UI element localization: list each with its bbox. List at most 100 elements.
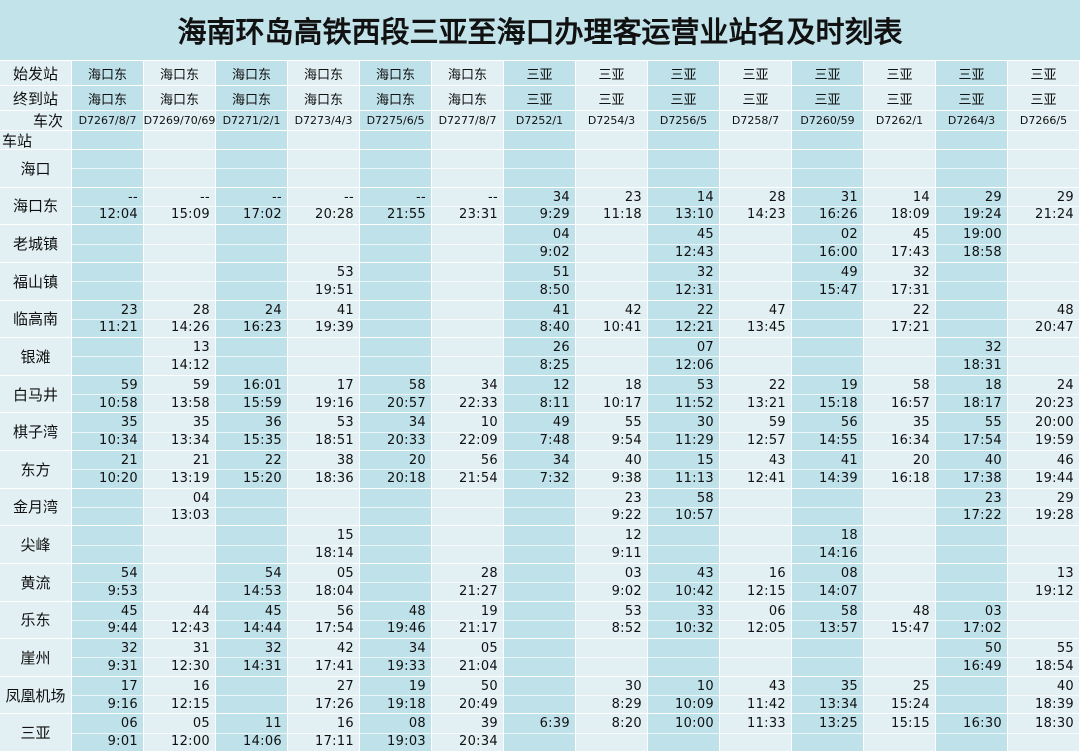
cell-divider [792, 394, 863, 396]
cell-divider [432, 582, 503, 584]
time-cell [216, 262, 288, 301]
time-bottom: 7:32 [539, 470, 570, 486]
time-top: 43 [768, 678, 786, 694]
time-cell [648, 526, 720, 564]
blank-cell [576, 131, 648, 150]
time-cell: 45 14:44 [216, 601, 288, 640]
cell-divider [792, 506, 863, 508]
cell-divider [576, 544, 647, 546]
time-cell: 03 17:02 [936, 601, 1008, 640]
station-name: 棋子湾 [0, 413, 72, 451]
time-bottom: 8:50 [539, 282, 570, 298]
cell-divider [288, 394, 359, 396]
train-number: D7260/59 [792, 111, 864, 131]
cell-divider [936, 506, 1007, 508]
time-bottom: 15:09 [171, 207, 210, 223]
time-bottom: 9:38 [611, 470, 642, 486]
time-cell: 40 18:39 [1008, 676, 1080, 715]
time-top: 12 [552, 377, 570, 393]
cell-divider [648, 431, 719, 433]
time-top: 55 [624, 415, 642, 431]
time-top: 19 [840, 377, 858, 393]
time-bottom: 14:07 [819, 583, 858, 599]
time-cell [720, 150, 792, 188]
time-cell [72, 488, 144, 527]
cell-divider [360, 544, 431, 546]
time-top: 40 [1056, 678, 1074, 694]
time-bottom: 18:17 [963, 395, 1002, 411]
blank-cell [504, 131, 576, 150]
time-top: 22 [264, 453, 282, 468]
time-cell [360, 262, 432, 301]
time-bottom: 9:16 [107, 696, 138, 712]
time-cell: 43 12:41 [720, 451, 792, 489]
time-top: 20:00 [1035, 415, 1074, 431]
time-bottom: 17:11 [315, 734, 354, 750]
time-top: 43 [696, 565, 714, 581]
time-cell: 34 7:32 [504, 451, 576, 489]
time-cell: 06 12:05 [720, 601, 792, 640]
blank-cell [648, 131, 720, 150]
destination: 三亚 [648, 86, 720, 111]
destination: 海口东 [144, 86, 216, 111]
cell-divider [1008, 732, 1079, 734]
cell-divider [648, 544, 719, 546]
cell-divider [792, 205, 863, 207]
time-top: 35 [912, 415, 930, 431]
cell-divider [792, 544, 863, 546]
time-cell [648, 639, 720, 677]
cell-divider [144, 544, 215, 546]
cell-divider [360, 431, 431, 433]
cell-divider [720, 431, 791, 433]
time-bottom: 10:20 [99, 470, 138, 486]
station-name: 老城镇 [0, 225, 72, 263]
time-top: 53 [624, 603, 642, 619]
time-bottom: 13:45 [747, 320, 786, 336]
cell-divider [792, 469, 863, 471]
time-cell [936, 526, 1008, 564]
cell-divider [936, 318, 1007, 320]
time-top: 59 [192, 377, 210, 393]
station-name: 福山镇 [0, 262, 72, 301]
time-cell: 41 8:40 [504, 300, 576, 339]
cell-divider [720, 657, 791, 659]
destination: 三亚 [792, 86, 864, 111]
time-top: 28 [768, 189, 786, 205]
cell-divider [576, 431, 647, 433]
cell-divider [576, 318, 647, 320]
time-top: 16 [768, 565, 786, 581]
time-cell: 11 14:06 [216, 714, 288, 752]
time-bottom: 12:31 [675, 282, 714, 298]
cell-divider [144, 431, 215, 433]
cell-divider [864, 394, 935, 396]
time-top: 18:30 [1035, 716, 1074, 732]
cell-divider [504, 318, 575, 320]
time-bottom: 18:31 [963, 357, 1002, 373]
time-bottom: 13:03 [171, 508, 210, 524]
time-top: 55 [984, 415, 1002, 431]
cell-divider [648, 582, 719, 584]
cell-divider [216, 506, 287, 508]
time-top: 56 [480, 453, 498, 468]
time-cell [504, 601, 576, 640]
time-top: 13 [192, 340, 210, 356]
time-bottom: 11:42 [747, 696, 786, 712]
time-top: 56 [840, 415, 858, 431]
time-cell: 19 15:18 [792, 375, 864, 414]
time-bottom: 19:39 [315, 320, 354, 336]
cell-divider [144, 506, 215, 508]
time-cell: -- 23:31 [432, 187, 504, 226]
time-cell: 13 14:12 [144, 338, 216, 376]
time-cell: 48 19:46 [360, 601, 432, 640]
cell-divider [1008, 356, 1079, 358]
time-bottom: 22:09 [459, 433, 498, 449]
time-cell: 32 9:31 [72, 639, 144, 677]
cell-divider [504, 619, 575, 621]
time-cell [864, 150, 936, 188]
time-cell [792, 300, 864, 339]
origin: 海口东 [288, 61, 360, 86]
time-bottom: 18:54 [1035, 658, 1074, 674]
time-cell: 30 8:29 [576, 676, 648, 715]
time-cell: 56 21:54 [432, 451, 504, 489]
cell-divider [216, 356, 287, 358]
